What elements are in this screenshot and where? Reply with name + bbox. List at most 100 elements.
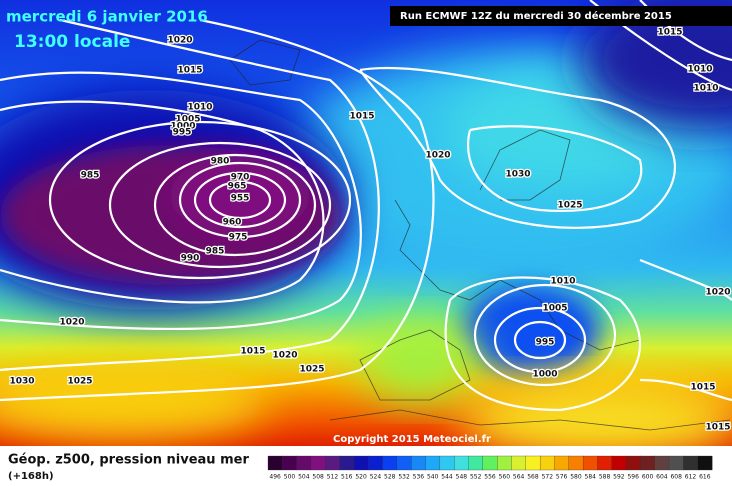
scale-label: 540 <box>427 474 439 481</box>
scale-swatch <box>668 455 684 471</box>
scale-swatch <box>539 455 555 471</box>
scale-swatch <box>267 455 283 471</box>
isobar-label: 995 <box>536 338 555 348</box>
scale-swatch <box>339 455 355 471</box>
scale-swatch <box>582 455 598 471</box>
scale-label: 584 <box>585 474 597 481</box>
scale-swatch <box>640 455 656 471</box>
scale-label: 592 <box>613 474 625 481</box>
isobar-label: 1015 <box>690 383 715 393</box>
scale-swatch <box>654 455 670 471</box>
scale-label: 576 <box>556 474 568 481</box>
scale-swatch <box>382 455 398 471</box>
scale-label: 604 <box>656 474 668 481</box>
scale-swatch <box>296 455 312 471</box>
scale-label: 536 <box>413 474 425 481</box>
run-banner <box>390 6 732 26</box>
footer-title: Géop. z500, pression niveau mer <box>8 453 249 468</box>
scale-label: 556 <box>484 474 496 481</box>
color-scale: 496 500 504 508 512 516 520 524 528 532 536 540 544 5… <box>267 455 713 481</box>
isobar-label: 1020 <box>705 288 730 298</box>
scale-label: 580 <box>570 474 582 481</box>
scale-swatch <box>697 455 713 471</box>
isobar-label: 1030 <box>505 170 530 180</box>
isobar-label: 1010 <box>187 103 212 113</box>
isobar-label: 1015 <box>177 66 202 76</box>
scale-swatch <box>310 455 326 471</box>
isobar-label: 1020 <box>272 351 297 361</box>
isobar-label: 970 <box>231 173 250 183</box>
scale-swatch <box>683 455 699 471</box>
isobar-label: 1015 <box>657 28 682 38</box>
run-info: Run ECMWF 12Z du mercredi 30 décembre 20… <box>400 10 672 22</box>
scale-label: 504 <box>298 474 310 481</box>
isobar-label: 985 <box>81 171 100 181</box>
isobar-label: 1005 <box>175 115 200 125</box>
isobar-labels: 1020101510101005100099598598097096595596… <box>8 26 732 434</box>
scale-swatch <box>353 455 369 471</box>
scale-label: 596 <box>627 474 639 481</box>
isobar-label: 1025 <box>557 201 582 211</box>
scale-label: 612 <box>685 474 697 481</box>
isobar-label: 1015 <box>705 423 730 433</box>
isobar-label: 995 <box>173 128 192 138</box>
isobar-label: 1020 <box>425 151 450 161</box>
scale-label: 560 <box>499 474 511 481</box>
isobar-label: 955 <box>231 194 250 204</box>
isobar-label: 975 <box>229 233 248 243</box>
isobar-label: 960 <box>223 218 242 228</box>
scale-swatch <box>611 455 627 471</box>
scale-label: 508 <box>312 474 324 481</box>
isobar-label: 1030 <box>9 377 34 387</box>
isobar-label: 1005 <box>542 304 567 314</box>
scale-swatch <box>525 455 541 471</box>
scale-label: 564 <box>513 474 525 481</box>
isobar-label: 1015 <box>240 347 265 357</box>
scale-swatch <box>511 455 527 471</box>
scale-swatch <box>411 455 426 471</box>
scale-label: 528 <box>384 474 396 481</box>
isobar-label: 990 <box>181 254 200 264</box>
scale-label: 496 <box>269 474 281 481</box>
isobar-label: 1010 <box>693 84 718 94</box>
scale-label: 568 <box>527 474 539 481</box>
scale-label: 500 <box>284 474 296 481</box>
scale-swatch <box>482 455 498 471</box>
isobar-label: 1000 <box>532 370 557 380</box>
isobar-label: 980 <box>211 157 230 167</box>
isobar-label: 1000 <box>170 122 195 132</box>
scale-label: 588 <box>599 474 611 481</box>
isobar-label: 1010 <box>550 277 575 287</box>
isobar-label: 1020 <box>59 318 84 328</box>
scale-label: 520 <box>355 474 367 481</box>
scale-swatch <box>497 455 512 471</box>
scale-label: 600 <box>642 474 654 481</box>
scale-swatch <box>625 455 641 471</box>
scale-label: 544 <box>441 474 453 481</box>
scale-swatch <box>568 455 584 471</box>
copyright: Copyright 2015 Meteociel.fr <box>333 434 491 445</box>
scale-swatch <box>368 455 384 471</box>
coastlines <box>229 39 731 431</box>
scale-label: 516 <box>341 474 353 481</box>
isobar-label: 1010 <box>687 65 712 75</box>
scale-swatch <box>439 455 455 471</box>
scale-swatch <box>454 455 469 471</box>
scale-label: 532 <box>398 474 410 481</box>
scale-swatch <box>325 455 341 471</box>
scale-label: 524 <box>370 474 382 481</box>
time: 13:00 locale <box>14 32 130 52</box>
scale-label: 552 <box>470 474 482 481</box>
footer-lead: (+168h) <box>8 471 54 482</box>
isobar-label: 1025 <box>67 377 92 387</box>
isobar-label: 985 <box>206 247 225 257</box>
scale-swatch <box>554 455 570 471</box>
isobar-label: 965 <box>228 182 247 192</box>
date: mercredi 6 janvier 2016 <box>6 8 208 26</box>
isobar-label: 1020 <box>167 36 192 46</box>
scale-label: 512 <box>327 474 339 481</box>
scale-swatch <box>597 455 613 471</box>
isobar-label: 1015 <box>349 112 374 122</box>
